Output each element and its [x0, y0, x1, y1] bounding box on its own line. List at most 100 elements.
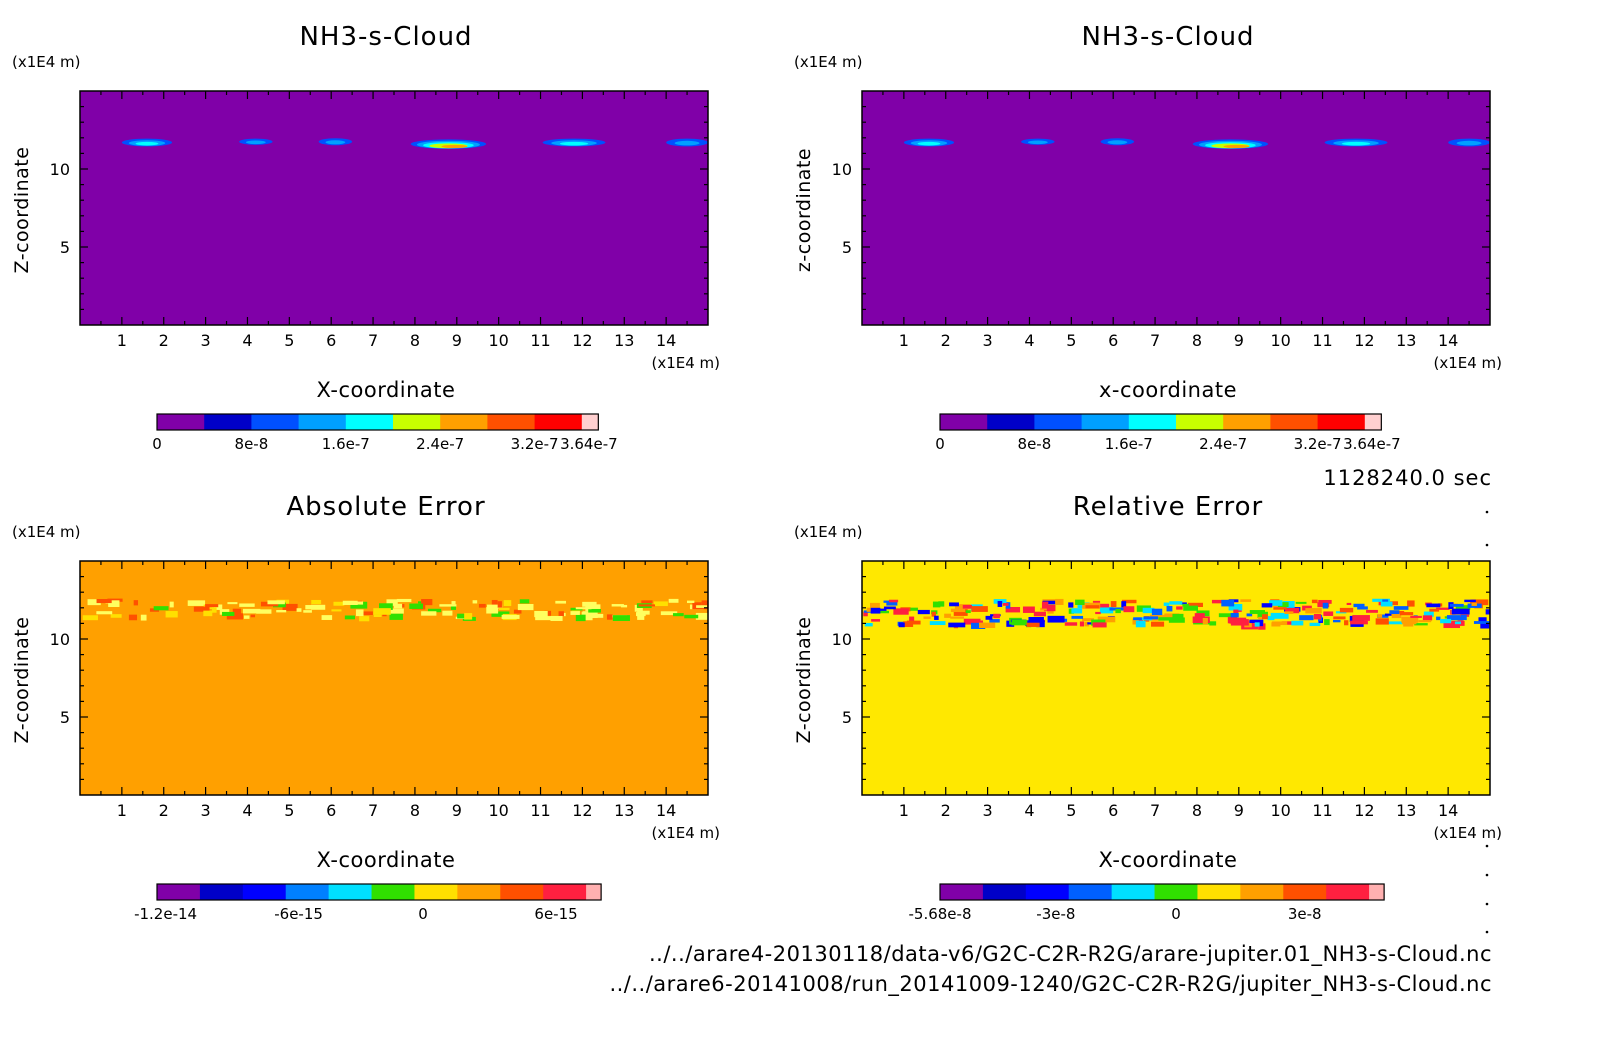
error-cell: [949, 602, 959, 607]
error-cell: [1262, 614, 1268, 620]
error-cell: [1478, 617, 1487, 624]
error-cell: [1449, 603, 1464, 607]
error-cell: [331, 609, 342, 612]
error-cell: [1311, 599, 1318, 604]
panel-title: Absolute Error: [286, 492, 485, 522]
error-cell: [519, 599, 530, 604]
colorbar-swatch: [1240, 884, 1284, 900]
error-cell: [641, 600, 653, 604]
x-tick-label: 13: [1396, 801, 1416, 820]
error-cell: [1285, 607, 1300, 614]
cloud-feature: [666, 138, 708, 147]
error-cell: [1132, 618, 1139, 625]
error-cell: [965, 610, 971, 613]
error-cell: [898, 622, 905, 628]
error-cell: [948, 622, 966, 628]
colorbar-swatch: [1081, 414, 1130, 430]
error-cell: [1055, 598, 1064, 605]
colorbar-swatch: [586, 884, 602, 900]
error-cell: [893, 608, 909, 615]
error-cell: [450, 606, 456, 610]
error-cell: [962, 604, 972, 609]
colorbar-swatch: [204, 414, 252, 430]
colorbar-label: 1.6e-7: [1105, 435, 1153, 453]
cloud-feature: [410, 139, 487, 149]
error-cell: [1230, 612, 1239, 618]
error-cell: [866, 607, 875, 612]
cloud-feature: [239, 138, 273, 145]
error-cell: [1323, 611, 1334, 616]
error-cell: [1249, 610, 1265, 614]
error-cell: [1451, 608, 1470, 615]
x-unit-label: (x1E4 m): [651, 824, 720, 842]
error-cell: [501, 614, 520, 619]
time-label: 1128240.0 sec: [1323, 466, 1492, 490]
x-tick-label: 7: [368, 801, 378, 820]
error-cell: [205, 604, 219, 608]
error-cell: [1151, 621, 1165, 627]
x-tick-label: 11: [530, 331, 550, 350]
error-cell: [1230, 619, 1249, 626]
error-cell: [993, 613, 1000, 619]
error-cell: [1384, 613, 1392, 616]
error-cell: [1211, 599, 1230, 604]
error-cell: [87, 599, 101, 606]
error-cell: [1295, 601, 1307, 604]
colorbar-label: 0: [152, 435, 162, 453]
error-cell: [1092, 622, 1107, 628]
error-cell: [1075, 599, 1085, 605]
error-cell: [1299, 615, 1314, 621]
x-axis-label: X-coordinate: [317, 378, 456, 402]
x-tick-label: 4: [242, 331, 252, 350]
colorbar-swatch: [1364, 414, 1382, 430]
error-cell: [696, 602, 706, 606]
x-tick-label: 13: [1396, 331, 1416, 350]
x-tick-label: 5: [1066, 331, 1076, 350]
error-cell: [128, 614, 138, 621]
x-tick-label: 10: [1270, 801, 1290, 820]
error-cell: [575, 607, 592, 610]
error-cell: [550, 615, 563, 621]
error-cell: [872, 610, 889, 614]
colorbar-label: 0: [935, 435, 945, 453]
heatmap-field: [80, 561, 708, 795]
error-cell: [244, 615, 250, 619]
error-cell: [1460, 615, 1467, 621]
x-unit-label: (x1E4 m): [1433, 354, 1502, 372]
colorbar-swatch: [1034, 414, 1083, 430]
error-cell: [585, 604, 601, 612]
error-cell: [1436, 607, 1450, 610]
error-cell: [1464, 599, 1476, 603]
error-cell: [1005, 606, 1021, 613]
error-cell: [355, 609, 364, 617]
colorbar-swatch: [500, 884, 544, 900]
colorbar-swatch: [940, 884, 984, 900]
x-tick-label: 13: [614, 801, 634, 820]
x-tick-label: 6: [1108, 331, 1118, 350]
x-tick-label: 9: [452, 801, 462, 820]
error-cell: [1270, 612, 1289, 619]
colorbar-frame: [939, 413, 1382, 431]
x-tick-label: 14: [656, 331, 676, 350]
error-cell: [1109, 607, 1125, 611]
error-cell: [870, 607, 881, 614]
error-cell: [1097, 603, 1110, 608]
colorbar-swatch: [940, 414, 988, 430]
edge-dot: [1485, 543, 1489, 547]
error-cell: [1401, 616, 1419, 623]
error-cell: [1232, 604, 1241, 607]
error-cell: [1209, 621, 1217, 626]
error-cell: [534, 611, 548, 618]
x-tick-label: 4: [1024, 801, 1034, 820]
x-tick-label: 6: [326, 801, 336, 820]
colorbar-swatch: [414, 884, 458, 900]
y-axis-label: Z-coordinate: [11, 147, 33, 274]
error-cell: [660, 611, 678, 616]
error-cell: [1480, 623, 1490, 629]
error-cell: [1195, 614, 1201, 617]
colorbar-swatch: [987, 414, 1035, 430]
error-cell: [1026, 622, 1040, 627]
error-cell: [472, 600, 478, 604]
error-cell: [303, 610, 312, 613]
error-cell: [350, 601, 368, 609]
